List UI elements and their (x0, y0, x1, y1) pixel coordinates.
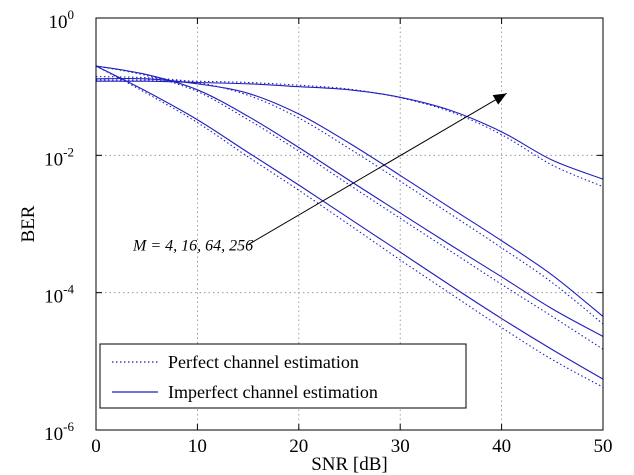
series-line-M16-dotted (95, 65, 604, 350)
x-tick-label: 20 (289, 436, 308, 457)
series-line-M4-dotted (95, 65, 604, 388)
y-tick-label: 10-4 (44, 282, 74, 308)
x-tick-label: 40 (492, 436, 511, 457)
series-line-M64-solid (95, 77, 604, 317)
series-line-M64-dotted (95, 76, 604, 325)
y-tick-label: 10-6 (44, 419, 74, 445)
y-tick-label: 10-2 (44, 144, 74, 170)
x-tick-label: 0 (91, 436, 101, 457)
axis-ticks: 0 10 20 30 40 50 100 10-2 10-4 10-6 (44, 7, 612, 457)
legend: Perfect channel estimation Imperfect chan… (99, 343, 467, 409)
annotation: M = 4, 16, 64, 256 (132, 92, 507, 255)
legend-label: Perfect channel estimation (168, 352, 359, 372)
series-line-M4-solid (95, 65, 604, 380)
x-tick-label: 30 (391, 436, 410, 457)
x-tick-label: 50 (594, 436, 613, 457)
x-tick-label: 10 (188, 436, 207, 457)
y-axis-label: BER (18, 205, 39, 242)
legend-label: Imperfect channel estimation (168, 382, 378, 402)
series-lines (95, 65, 604, 388)
y-tick-label: 100 (49, 7, 75, 33)
series-line-M256-dotted (95, 79, 604, 188)
series-line-M256-solid (95, 80, 604, 180)
annotation-arrow-line (247, 92, 507, 246)
annotation-label: M = 4, 16, 64, 256 (132, 238, 253, 255)
series-line-M16-solid (95, 65, 604, 337)
legend-box (99, 343, 467, 409)
annotation-arrow-head (492, 93, 507, 105)
plot-frame (95, 17, 604, 431)
x-axis-label: SNR [dB] (311, 454, 388, 475)
